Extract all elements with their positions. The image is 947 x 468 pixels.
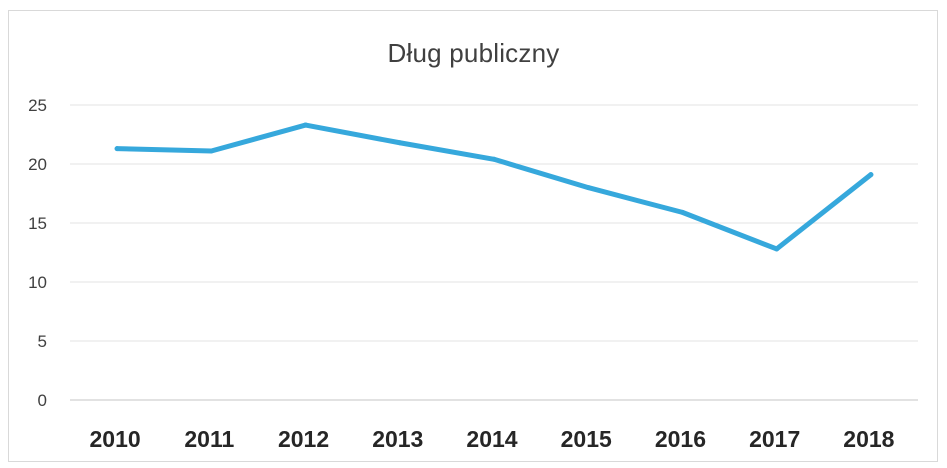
x-tick-label: 2018: [843, 426, 894, 452]
data-point: [397, 140, 403, 146]
series-layer: [114, 122, 874, 252]
data-point: [868, 172, 874, 178]
series-line: [114, 122, 874, 252]
x-tick-label: 2015: [561, 426, 612, 452]
data-point: [679, 209, 685, 215]
y-axis-ticks: 0 5 10 15 20 25: [28, 96, 47, 410]
x-tick-label: 2016: [655, 426, 706, 452]
data-point: [491, 156, 497, 162]
data-point: [303, 122, 309, 128]
x-tick-label: 2010: [90, 426, 141, 452]
y-tick-label: 15: [28, 214, 47, 233]
chart-frame: [8, 10, 938, 462]
x-tick-label: 2014: [466, 426, 517, 452]
data-point: [585, 185, 591, 191]
data-point: [208, 148, 214, 154]
x-tick-label: 2017: [749, 426, 800, 452]
y-tick-label: 10: [28, 273, 47, 292]
y-tick-label: 20: [28, 155, 47, 174]
x-tick-label: 2012: [278, 426, 329, 452]
x-axis-ticks: 2010 2011 2012 2013 2014 2015 2016 2017 2018: [90, 426, 895, 452]
data-point: [114, 146, 120, 152]
grid-layer: [70, 104, 918, 401]
y-tick-label: 25: [28, 96, 47, 115]
data-point: [774, 246, 780, 252]
y-tick-label: 0: [38, 391, 47, 410]
x-tick-label: 2011: [184, 426, 234, 452]
chart-title: Dług publiczny: [387, 38, 560, 68]
y-tick-label: 5: [38, 332, 47, 351]
x-tick-label: 2013: [372, 426, 423, 452]
